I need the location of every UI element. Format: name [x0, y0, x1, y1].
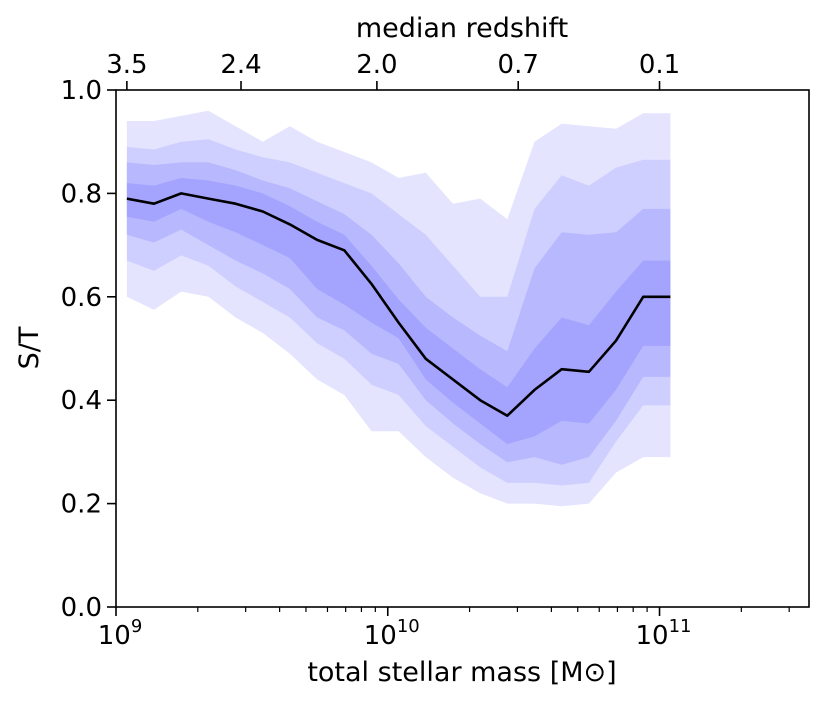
top-tick-label: 2.0 [356, 50, 397, 80]
median-line [126, 192, 671, 418]
x-tick-label: 1010 [364, 616, 420, 651]
x-tick-label: 1011 [636, 616, 692, 651]
bottom-x-axis: 109 1010 1011 [98, 607, 790, 651]
x-tick-label: 109 [98, 616, 143, 651]
y-tick-label: 0.0 [61, 593, 102, 623]
y-axis: 0.0 0.2 0.4 0.6 0.8 1.0 [61, 76, 116, 623]
plot-frame [115, 89, 810, 608]
percentile-bands [126, 110, 671, 507]
top-tick-label: 3.5 [106, 50, 147, 80]
top-axis-title: median redshift [356, 13, 568, 44]
y-axis-title: S/T [14, 326, 45, 369]
top-tick-label: 2.4 [220, 50, 261, 80]
top-x-axis: 3.5 2.4 2.0 0.7 0.1 [106, 50, 680, 90]
y-tick-label: 0.8 [61, 179, 102, 209]
top-tick-label: 0.7 [498, 50, 539, 80]
y-tick-label: 0.2 [61, 490, 102, 520]
top-tick-label: 0.1 [639, 50, 680, 80]
y-tick-label: 1.0 [61, 76, 102, 106]
median-layer [126, 192, 671, 418]
y-tick-label: 0.4 [61, 386, 102, 416]
y-tick-label: 0.6 [61, 283, 102, 313]
x-axis-title: total stellar mass [M⊙] [307, 657, 616, 688]
band-core [126, 177, 671, 445]
